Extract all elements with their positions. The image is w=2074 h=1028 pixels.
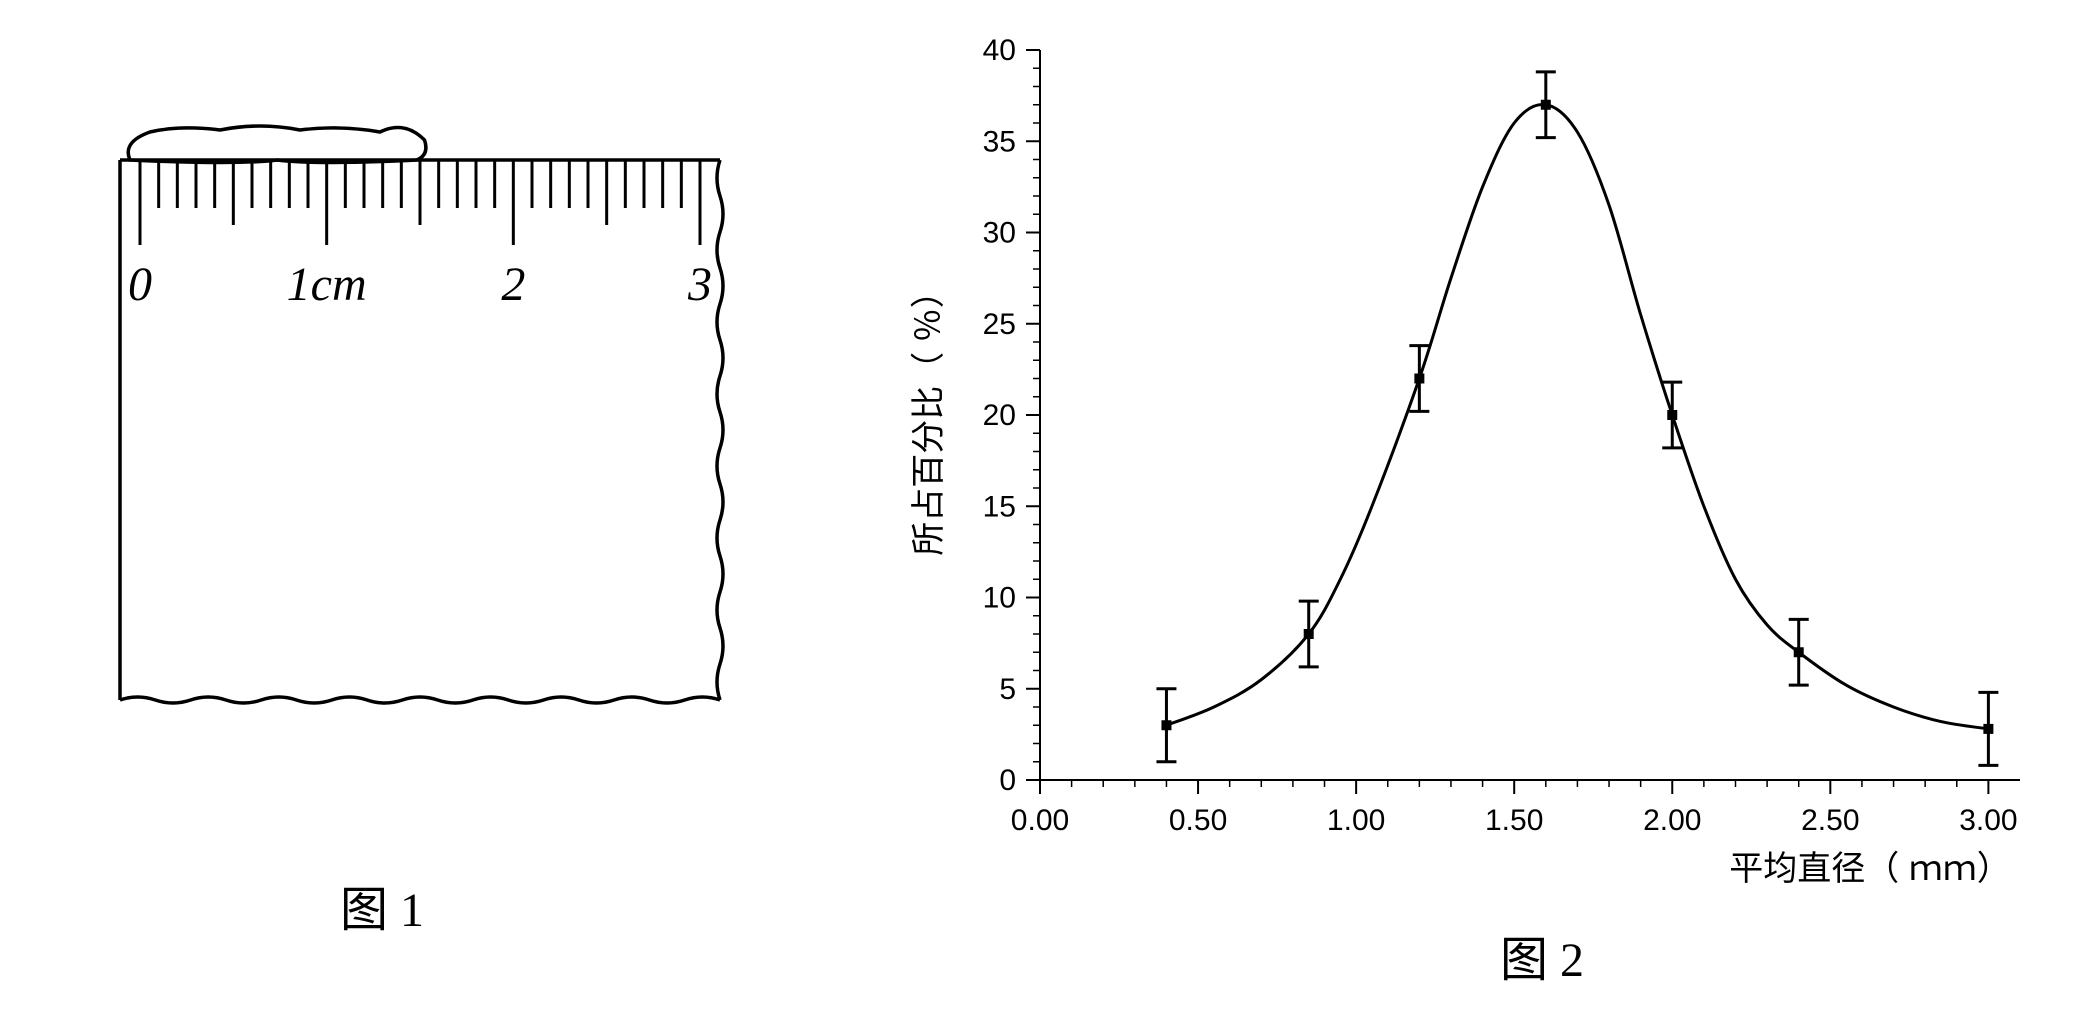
figure2-caption: 图 2 <box>1500 920 1584 990</box>
svg-text:0.50: 0.50 <box>1169 804 1227 837</box>
svg-text:3.00: 3.00 <box>1959 804 2017 837</box>
figure1-panel: 0 1cm 2 3 <box>80 90 760 730</box>
svg-text:平均直径（ ｍｍ）: 平均直径（ ｍｍ） <box>1729 850 2010 888</box>
svg-text:15: 15 <box>983 490 1016 523</box>
svg-text:5: 5 <box>999 673 1016 706</box>
svg-text:所占百分比（ ％）: 所占百分比（ ％） <box>910 274 948 555</box>
svg-text:1cm: 1cm <box>287 258 367 311</box>
svg-text:1.00: 1.00 <box>1327 804 1385 837</box>
figure1-caption: 图 1 <box>340 870 424 940</box>
svg-text:20: 20 <box>983 399 1016 432</box>
svg-text:2.50: 2.50 <box>1801 804 1859 837</box>
svg-text:0: 0 <box>999 764 1016 797</box>
svg-text:10: 10 <box>983 582 1016 615</box>
svg-text:30: 30 <box>983 217 1016 250</box>
svg-text:25: 25 <box>983 308 1016 341</box>
svg-text:2.00: 2.00 <box>1643 804 1701 837</box>
svg-text:0: 0 <box>128 258 152 311</box>
figure2-panel: 0 5 10 15 20 25 30 35 40 0.00 0.50 1.00 1.50 2.00 2.50… <box>870 20 2050 900</box>
svg-text:1.50: 1.50 <box>1485 804 1543 837</box>
figure2-chart: 0 5 10 15 20 25 30 35 40 0.00 0.50 1.00 1.50 2.00 2.50… <box>870 20 2050 900</box>
svg-text:35: 35 <box>983 125 1016 158</box>
svg-text:40: 40 <box>983 34 1016 67</box>
svg-text:3: 3 <box>687 258 712 311</box>
svg-text:2: 2 <box>501 258 525 311</box>
svg-text:0.00: 0.00 <box>1011 804 1069 837</box>
figure1-drawing: 0 1cm 2 3 <box>80 90 760 730</box>
